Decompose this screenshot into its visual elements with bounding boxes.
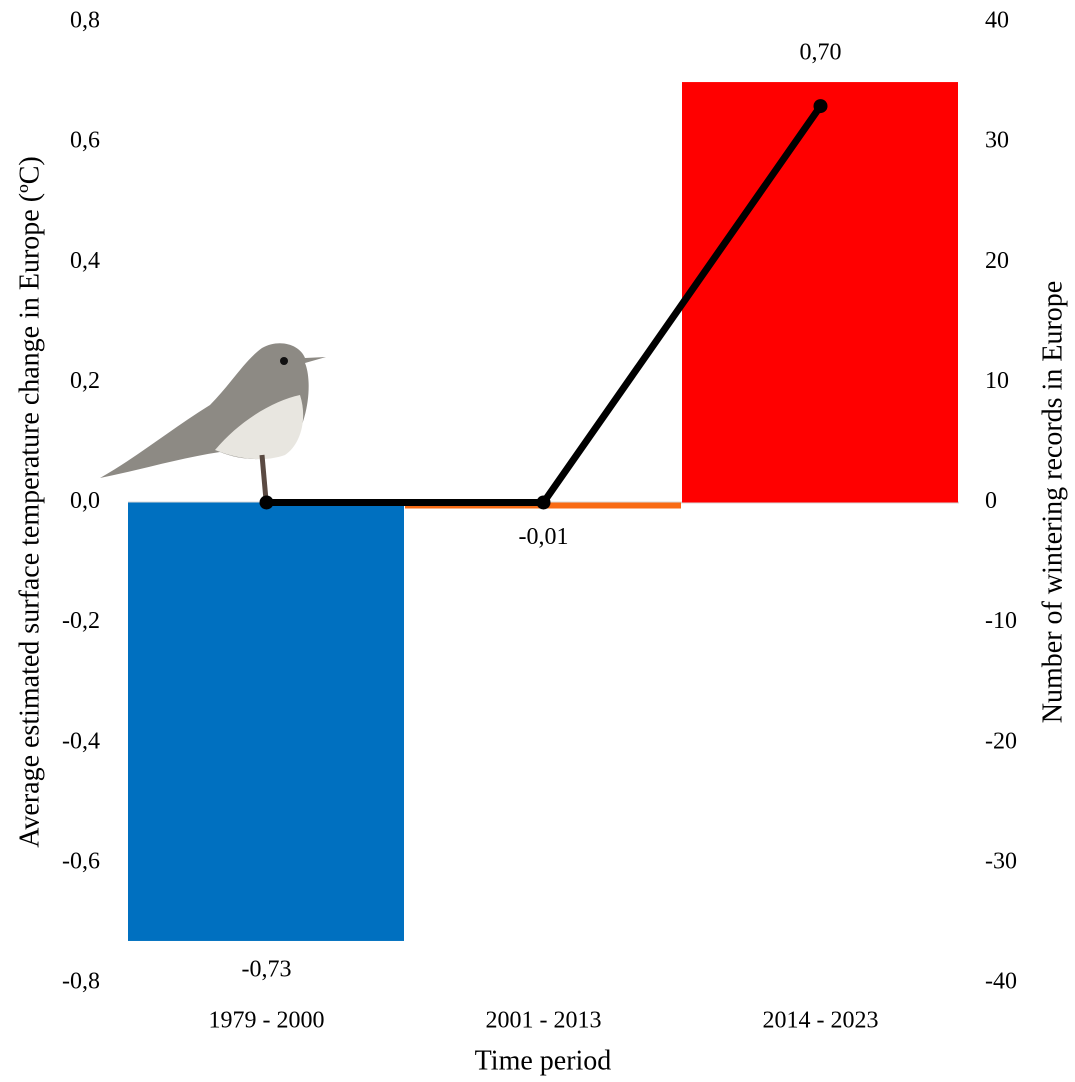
x-tick-label: 1979 - 2000 (209, 1008, 325, 1034)
line-point (813, 99, 828, 114)
line-point (536, 495, 551, 510)
y2-tick-label: 20 (985, 248, 1009, 274)
y-tick-label: -0,2 (62, 608, 100, 634)
y-tick-label: -0,6 (62, 848, 100, 874)
data-label: -0,73 (242, 956, 292, 982)
y-axis-title: Average estimated surface temperature ch… (14, 156, 45, 848)
y2-tick-label: 40 (985, 8, 1009, 34)
y2-tick-label: -10 (985, 608, 1017, 634)
y-tick-label: 0,0 (70, 488, 100, 514)
y-tick-label: -0,4 (62, 728, 100, 754)
data-label: -0,01 (519, 524, 569, 550)
y2-tick-label: 30 (985, 128, 1009, 154)
y-tick-label: 0,8 (70, 8, 100, 34)
x-tick-label: 2014 - 2023 (763, 1008, 879, 1034)
y2-tick-label: -40 (985, 969, 1017, 995)
y-tick-label: 0,2 (70, 368, 100, 394)
y2-tick-label: 10 (985, 368, 1009, 394)
y-tick-label: -0,8 (62, 969, 100, 995)
data-label: 0,70 (800, 40, 842, 66)
bar (682, 82, 958, 503)
bird-illustration (100, 343, 326, 501)
bar (128, 502, 404, 941)
x-axis-title: Time period (475, 1045, 612, 1076)
x-tick-label: 2001 - 2013 (486, 1008, 602, 1034)
line-point (259, 495, 274, 510)
y-tick-label: 0,4 (70, 248, 100, 274)
y2-tick-label: -30 (985, 848, 1017, 874)
y2-axis-title: Number of wintering records in Europe (1037, 281, 1068, 723)
y-tick-label: 0,6 (70, 128, 100, 154)
y2-tick-label: -20 (985, 728, 1017, 754)
y2-tick-label: 0 (985, 488, 997, 514)
